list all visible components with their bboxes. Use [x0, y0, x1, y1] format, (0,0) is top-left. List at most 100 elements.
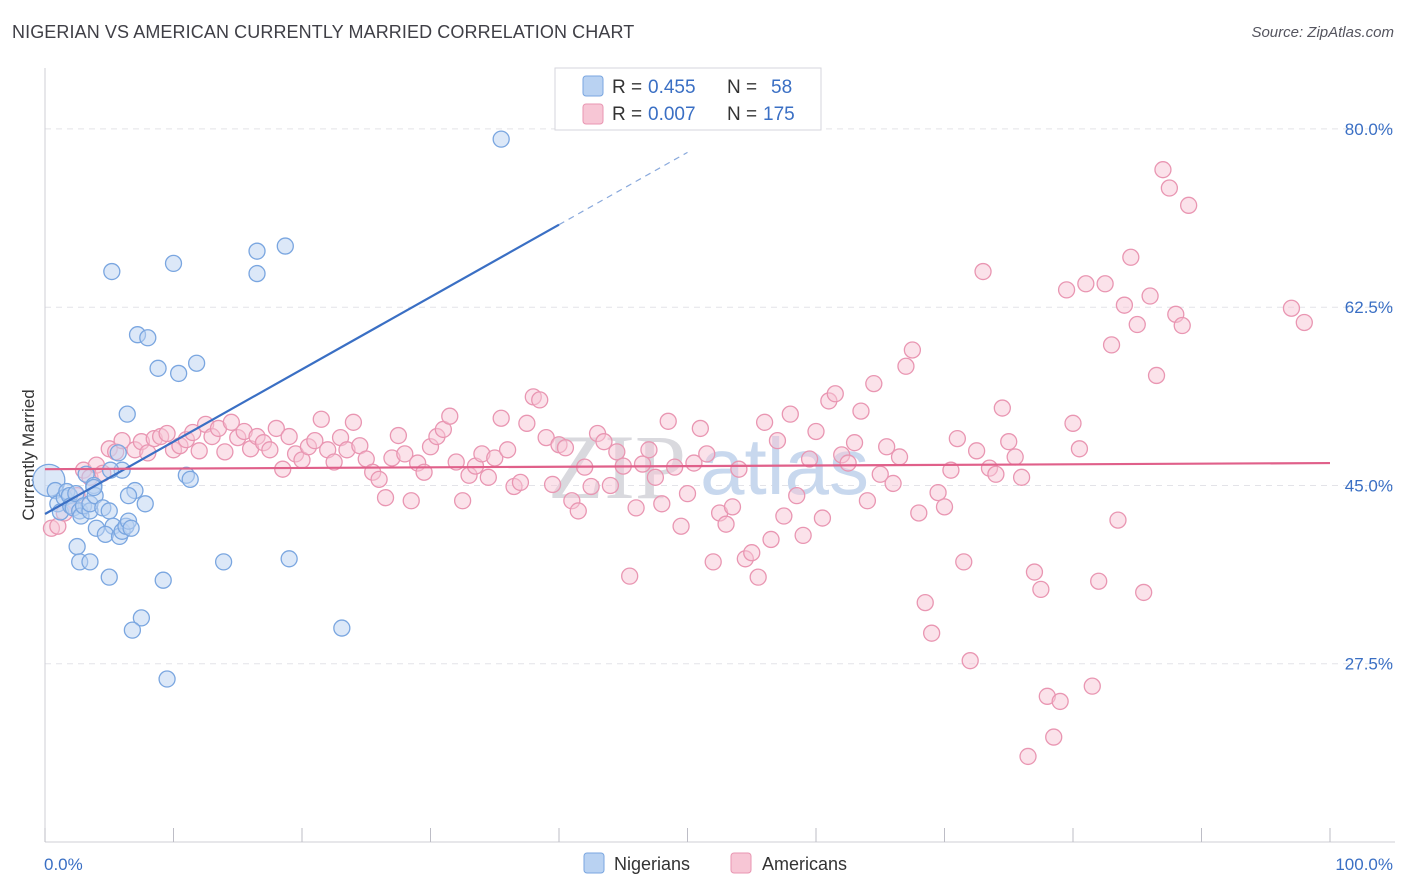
american-point-81 [569, 502, 587, 520]
american-point-159 [1070, 440, 1089, 458]
american-point-132 [897, 357, 915, 375]
american-point-121 [826, 385, 844, 403]
american-point-153 [1032, 580, 1050, 599]
nigerian-point-38 [158, 670, 176, 688]
nigerians-points [32, 130, 510, 688]
american-point-123 [839, 454, 857, 472]
american-point-129 [878, 438, 896, 456]
american-point-125 [852, 402, 870, 420]
american-point-165 [1109, 511, 1127, 529]
american-point-111 [762, 530, 780, 549]
x-tick-label-1: 100.0% [1335, 855, 1393, 874]
nigerians-trend-line [44, 223, 560, 515]
nigerian-point-41 [109, 444, 127, 462]
american-point-50 [370, 470, 388, 489]
american-point-104 [717, 515, 735, 533]
nigerian-point-57 [280, 550, 298, 568]
american-point-40 [306, 431, 324, 450]
y-tick-label-2: 62.5% [1345, 298, 1393, 317]
nigerian-point-35 [154, 571, 172, 589]
american-point-33 [261, 441, 279, 459]
legend-bottom: Nigerians Americans [583, 852, 847, 874]
americans-trend-line [44, 461, 1331, 471]
nigerian-point-56 [276, 237, 294, 255]
legend-r-label-americans: R = [612, 104, 642, 125]
legend-n-label-nigerians: N = [727, 77, 757, 98]
american-point-155 [1045, 728, 1063, 746]
american-point-63 [453, 492, 472, 510]
legend-n-value-americans: 175 [763, 104, 795, 125]
bottom-legend-swatch-nigerians [583, 852, 605, 874]
y-axis-label: Currently Married [19, 389, 38, 520]
american-point-158 [1064, 414, 1082, 432]
american-point-35 [274, 460, 292, 478]
american-point-53 [389, 426, 408, 445]
american-point-161 [1083, 677, 1101, 695]
nigerian-point-20 [100, 502, 118, 520]
american-point-160 [1077, 275, 1095, 293]
american-point-112 [768, 431, 787, 450]
american-point-109 [749, 568, 767, 586]
american-point-171 [1147, 366, 1166, 385]
american-point-43 [325, 453, 343, 471]
y-tick-label-3: 80.0% [1345, 120, 1393, 139]
american-point-97 [672, 517, 690, 535]
american-point-173 [1160, 179, 1179, 197]
american-point-86 [601, 476, 620, 495]
american-point-141 [955, 553, 973, 571]
american-point-133 [903, 341, 922, 359]
american-point-148 [1000, 433, 1018, 451]
american-point-110 [755, 413, 774, 431]
american-point-126 [858, 492, 877, 510]
y-tick-label-0: 27.5% [1345, 655, 1393, 674]
american-point-135 [916, 593, 934, 612]
american-point-178 [1295, 313, 1313, 332]
bottom-legend-swatch-americans [730, 852, 752, 874]
y-tick-labels: 27.5% 45.0% 62.5% 80.0% [1345, 120, 1393, 674]
legend-r-value-nigerians: 0.455 [648, 77, 696, 98]
american-point-98 [678, 484, 697, 503]
american-point-113 [775, 507, 793, 525]
american-point-169 [1135, 583, 1153, 602]
american-point-26 [216, 443, 234, 461]
nigerian-point-48 [169, 364, 188, 383]
american-point-108 [743, 544, 761, 562]
american-point-85 [595, 433, 613, 451]
american-point-163 [1096, 275, 1114, 293]
american-point-152 [1025, 563, 1044, 581]
american-point-17 [158, 424, 176, 443]
american-point-51 [376, 489, 395, 507]
nigerian-point-42 [118, 405, 136, 423]
american-point-119 [813, 509, 832, 527]
american-point-73 [518, 414, 536, 432]
american-point-72 [511, 473, 530, 492]
nigerian-point-43 [101, 461, 120, 479]
source-note: Source: ZipAtlas.com [1251, 24, 1394, 41]
american-point-41 [312, 410, 330, 428]
american-point-142 [961, 652, 979, 670]
american-point-157 [1057, 281, 1076, 299]
legend-n-label-americans: N = [727, 104, 757, 125]
american-point-144 [974, 262, 992, 281]
american-point-176 [1180, 196, 1198, 214]
american-point-75 [531, 391, 549, 409]
nigerian-point-58 [333, 619, 351, 637]
american-point-150 [1012, 468, 1031, 486]
american-point-91 [633, 455, 652, 473]
american-point-77 [543, 475, 562, 494]
american-point-124 [845, 434, 864, 452]
american-point-79 [556, 439, 575, 457]
american-point-22 [190, 442, 208, 460]
american-point-139 [942, 461, 960, 479]
nigerian-point-53 [214, 553, 233, 571]
y-tick-label-1: 45.0% [1345, 476, 1393, 495]
x-tick-label-0: 0.0% [44, 855, 83, 874]
legend-top: R = 0.455 N = 58 R = 0.007 N = 175 [554, 67, 822, 131]
american-point-168 [1128, 315, 1146, 334]
american-point-166 [1115, 296, 1134, 314]
american-point-100 [691, 419, 709, 438]
american-point-131 [890, 448, 909, 466]
american-point-140 [948, 429, 966, 448]
american-point-115 [788, 487, 806, 505]
american-point-87 [608, 443, 626, 461]
